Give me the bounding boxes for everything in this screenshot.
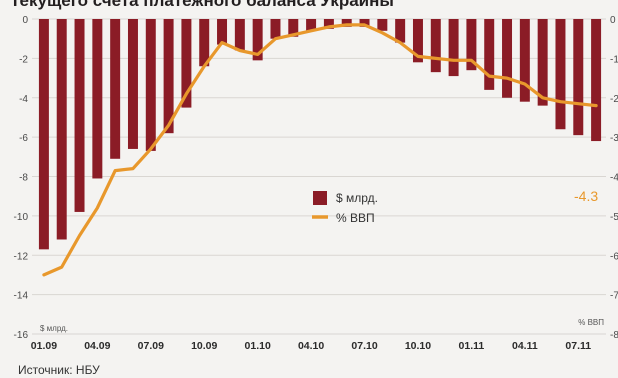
bar xyxy=(252,19,263,61)
left-tick-label: -2 xyxy=(19,54,28,65)
x-axis-ticks: 01.09 04.09 07.09 10.09 01.10 04.10 07.10 10.10… xyxy=(31,340,592,352)
bar xyxy=(359,19,370,27)
bar xyxy=(288,19,299,37)
bar xyxy=(163,19,174,134)
bar xyxy=(395,19,406,43)
bar xyxy=(466,19,477,71)
x-tick-label: 07.11 xyxy=(565,340,591,352)
x-tick-label: 01.09 xyxy=(31,340,57,352)
left-tick-label: -10 xyxy=(14,212,29,223)
bar xyxy=(537,19,548,106)
left-tick-label: 0 xyxy=(22,15,28,26)
bar xyxy=(448,19,459,77)
right-axis-unit-label: % ВВП xyxy=(578,318,604,327)
right-tick-label: -1 xyxy=(610,54,618,65)
x-tick-label: 10.10 xyxy=(405,340,431,352)
right-tick-label: -6 xyxy=(610,251,618,262)
line-gdp-share xyxy=(42,23,598,277)
left-tick-label: -6 xyxy=(19,133,28,144)
bar xyxy=(484,19,495,90)
bar xyxy=(270,19,281,39)
x-tick-label: 10.09 xyxy=(191,340,217,352)
bar xyxy=(323,19,334,29)
bar xyxy=(234,19,245,51)
bar xyxy=(110,19,121,159)
left-axis-unit-label: $ млрд. xyxy=(40,324,68,333)
chart-title: Текущего счета платежного баланса Украин… xyxy=(10,0,394,10)
right-tick-label: 0 xyxy=(610,15,616,26)
bar xyxy=(56,19,67,240)
right-tick-label: -2 xyxy=(610,94,618,105)
left-tick-label: -12 xyxy=(14,251,29,262)
bar xyxy=(74,19,85,212)
right-tick-label: -8 xyxy=(610,330,618,341)
x-tick-label: 07.09 xyxy=(138,340,164,352)
bar xyxy=(412,19,423,63)
legend-swatch-bars xyxy=(313,191,327,205)
x-tick-label: 01.10 xyxy=(245,340,271,352)
bar-series xyxy=(38,19,602,250)
line-series xyxy=(42,23,598,277)
x-tick-label: 04.09 xyxy=(84,340,110,352)
bar xyxy=(181,19,192,108)
right-tick-label: -3 xyxy=(610,133,618,144)
x-tick-label: 01.11 xyxy=(459,340,485,352)
right-tick-label: -4 xyxy=(610,173,618,184)
end-value-label: -4.3 xyxy=(574,188,598,204)
source-note: Источник: НБУ xyxy=(18,363,100,377)
left-tick-label: -4 xyxy=(19,94,28,105)
left-tick-label: -16 xyxy=(14,330,29,341)
bar xyxy=(591,19,602,142)
bar xyxy=(519,19,530,102)
right-tick-label: -7 xyxy=(610,291,618,302)
legend-label-bars: $ млрд. xyxy=(336,191,378,205)
x-tick-label: 07.10 xyxy=(351,340,377,352)
bar xyxy=(127,19,138,149)
x-tick-label: 04.11 xyxy=(512,340,538,352)
bar xyxy=(217,19,228,45)
left-tick-label: -14 xyxy=(14,291,29,302)
x-tick-label: 04.10 xyxy=(298,340,324,352)
bar xyxy=(555,19,566,130)
right-axis-ticks: 0 -1 -2 -3 -4 -5 -6 -7 -8 xyxy=(610,15,618,341)
bar xyxy=(341,19,352,27)
left-axis-ticks: 0 -2 -4 -6 -8 -10 -12 -14 -16 xyxy=(14,15,29,341)
bar xyxy=(573,19,584,136)
bar xyxy=(377,19,388,31)
bar xyxy=(502,19,513,98)
bar xyxy=(199,19,210,67)
legend-label-line: % ВВП xyxy=(336,211,375,225)
bar xyxy=(38,19,49,250)
bar xyxy=(306,19,317,31)
left-tick-label: -8 xyxy=(19,173,28,184)
bar xyxy=(145,19,156,151)
bar xyxy=(430,19,441,73)
bar xyxy=(92,19,103,179)
right-tick-label: -5 xyxy=(610,212,618,223)
legend: $ млрд. % ВВП xyxy=(312,191,378,225)
